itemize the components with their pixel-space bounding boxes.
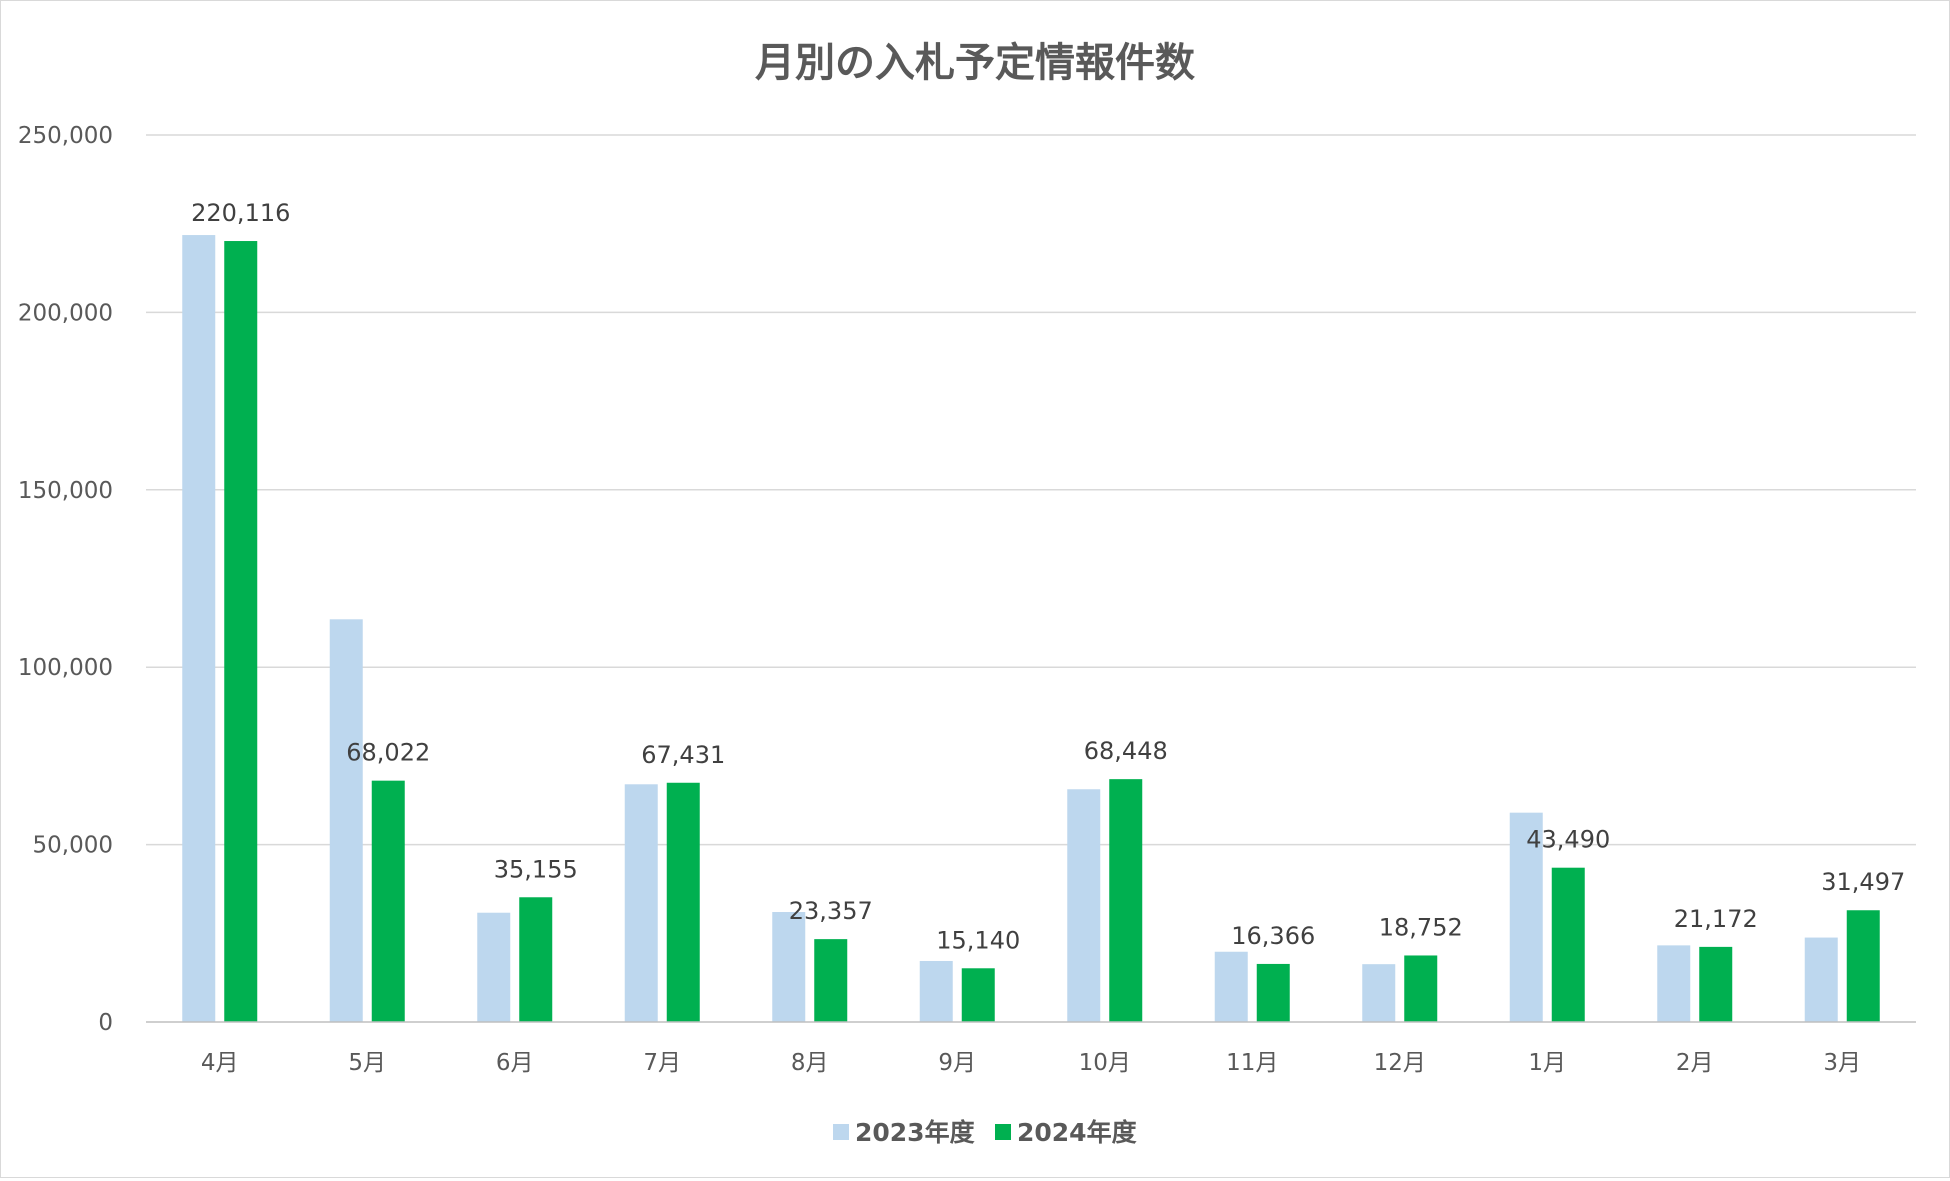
data-label: 15,140: [936, 926, 1020, 954]
bar-2023: [1657, 945, 1691, 1022]
legend[interactable]: 2023年度 2024年度: [833, 1118, 1137, 1147]
legend-label[interactable]: 2024年度: [1017, 1118, 1137, 1147]
bar-2023: [772, 912, 806, 1022]
data-labels: 220,116 68,022 35,155 67,431 23,357 15,140 68,…: [191, 199, 1905, 954]
bar-2024: [961, 968, 995, 1022]
bar-2024: [666, 782, 700, 1022]
bar-2023: [1067, 789, 1101, 1022]
x-tick-label: 12月: [1374, 1050, 1426, 1076]
bar-2023: [1214, 951, 1248, 1022]
chart-title: 月別の入札予定情報件数: [755, 40, 1195, 86]
data-label: 21,172: [1674, 905, 1758, 933]
x-tick-label: 8月: [791, 1050, 829, 1076]
x-axis-ticks: 4月 5月 6月 7月 8月 9月 10月 11月 12月 1月 2月 3月: [201, 1050, 1861, 1076]
data-label: 68,022: [346, 739, 430, 767]
bar-2023: [919, 960, 953, 1022]
bar-2024: [1109, 779, 1143, 1022]
x-tick-label: 1月: [1528, 1050, 1566, 1076]
bar-2023: [1804, 937, 1838, 1022]
x-tick-label: 10月: [1079, 1050, 1131, 1076]
bar-2023: [624, 784, 658, 1022]
data-label: 220,116: [191, 199, 290, 227]
x-tick-label: 6月: [496, 1050, 534, 1076]
bar-2024: [519, 897, 553, 1022]
x-tick-label: 11月: [1226, 1050, 1278, 1076]
bars: [182, 235, 1880, 1023]
x-tick-label: 5月: [348, 1050, 386, 1076]
gridlines: [146, 134, 1916, 846]
bar-2023: [182, 235, 216, 1023]
x-tick-label: 3月: [1823, 1050, 1861, 1076]
y-tick-label: 0: [98, 1010, 113, 1036]
legend-swatch: [833, 1124, 849, 1140]
x-tick-label: 7月: [643, 1050, 681, 1076]
data-label: 67,431: [641, 741, 725, 769]
data-label: 23,357: [789, 897, 873, 925]
data-label: 35,155: [494, 855, 578, 883]
y-tick-label: 250,000: [18, 123, 113, 149]
y-tick-label: 200,000: [18, 300, 113, 326]
bar-2024: [1699, 946, 1733, 1022]
y-tick-label: 50,000: [33, 833, 113, 859]
y-axis-ticks: 0 50,000 100,000 150,000 200,000 250,000: [18, 123, 113, 1036]
data-label: 16,366: [1231, 922, 1315, 950]
bar-2024: [1404, 955, 1438, 1022]
data-label: 31,497: [1821, 868, 1905, 896]
bar-2024: [224, 241, 258, 1022]
bar-2023: [1362, 964, 1396, 1022]
bar-2024: [371, 780, 405, 1022]
bar-2024: [1551, 867, 1585, 1022]
legend-swatch: [995, 1124, 1011, 1140]
data-label: 18,752: [1379, 913, 1463, 941]
y-tick-label: 150,000: [18, 478, 113, 504]
bar-2024: [1256, 963, 1290, 1022]
bar-2024: [814, 939, 848, 1022]
y-tick-label: 100,000: [18, 655, 113, 681]
bar-2023: [477, 912, 511, 1022]
data-label: 43,490: [1526, 826, 1610, 854]
legend-label[interactable]: 2023年度: [855, 1118, 975, 1147]
bar-2024: [1846, 910, 1880, 1022]
x-tick-label: 4月: [201, 1050, 239, 1076]
x-tick-label: 2月: [1676, 1050, 1714, 1076]
x-tick-label: 9月: [938, 1050, 976, 1076]
bar-2023: [1509, 812, 1543, 1022]
bar-2023: [329, 619, 363, 1022]
data-label: 68,448: [1084, 737, 1168, 765]
